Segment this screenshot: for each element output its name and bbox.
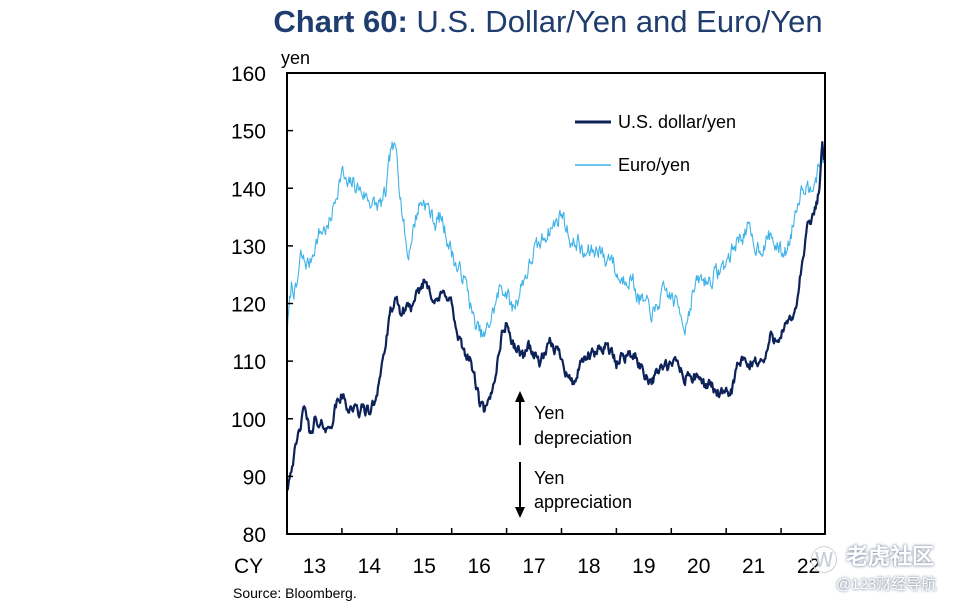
depreciation-label-line2: depreciation — [534, 428, 632, 448]
y-tick-label: 150 — [231, 121, 266, 144]
eur-jpy-line — [286, 141, 826, 338]
x-tick-label: 21 — [742, 555, 765, 578]
legend: U.S. dollar/yen Euro/yen — [575, 112, 736, 175]
x-tick-label: 15 — [413, 555, 436, 578]
y-tick-label: 140 — [231, 178, 266, 201]
y-tick-label: 110 — [233, 351, 266, 374]
appreciation-label-line2: appreciation — [534, 492, 632, 512]
y-tick-label: 160 — [231, 63, 266, 86]
chart-title: Chart 60: U.S. Dollar/Yen and Euro/Yen — [0, 4, 964, 40]
usd-jpy-line — [286, 141, 826, 492]
tiger-logo-icon: Ⓦ — [810, 545, 839, 576]
watermark-text: 老虎社区 — [846, 544, 935, 569]
y-tick-label: 100 — [231, 409, 266, 432]
x-tick-label: 18 — [577, 555, 600, 578]
x-axis-prefix: CY — [234, 555, 263, 578]
y-tick-label: 120 — [231, 294, 266, 317]
watermark-subtext: @123财经导航 — [836, 576, 937, 593]
legend-usd-label: U.S. dollar/yen — [618, 112, 736, 132]
plot-frame — [286, 72, 826, 535]
x-tick-label: 19 — [632, 555, 655, 578]
chart-title-text: U.S. Dollar/Yen and Euro/Yen — [407, 4, 823, 39]
y-tick-label: 130 — [231, 236, 266, 259]
yen-depreciation-annotation: Yen depreciation — [515, 391, 632, 448]
down-arrow-icon — [515, 507, 525, 518]
y-tick-label: 80 — [243, 524, 266, 547]
source-note: Source: Bloomberg. — [233, 585, 357, 601]
x-tick-label: 14 — [358, 555, 382, 578]
axis-layer: 80 90 100 110 120 130 140 150 160 13 14 15 16 17 18 19 2… — [231, 63, 820, 578]
y-tick-label: 90 — [243, 466, 266, 489]
depreciation-label-line1: Yen — [534, 403, 564, 423]
legend-eur-label: Euro/yen — [618, 155, 690, 175]
x-tick-label: 17 — [522, 555, 545, 578]
x-tick-label: 13 — [303, 555, 326, 578]
appreciation-label-line1: Yen — [534, 468, 564, 488]
yen-appreciation-annotation: Yen appreciation — [515, 462, 632, 518]
x-tick-label: 22 — [797, 555, 820, 578]
series-layer — [286, 141, 826, 492]
x-tick-label: 20 — [687, 555, 710, 578]
chart-title-number: Chart 60: — [273, 4, 408, 39]
watermark: Ⓦ 老虎社区 @123财经导航 — [806, 537, 956, 603]
x-tick-label: 16 — [467, 555, 490, 578]
y-axis-unit-label: yen — [281, 48, 310, 68]
up-arrow-icon — [515, 391, 525, 402]
